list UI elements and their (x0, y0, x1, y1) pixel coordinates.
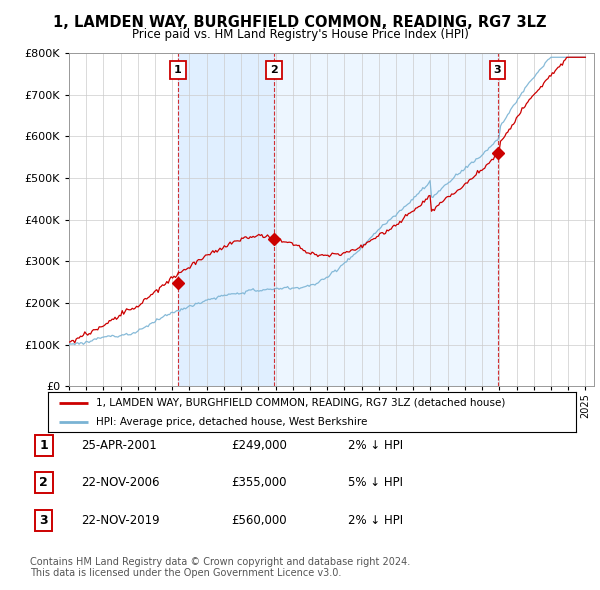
Text: £560,000: £560,000 (231, 514, 287, 527)
Text: 3: 3 (494, 65, 502, 75)
Text: 2% ↓ HPI: 2% ↓ HPI (348, 439, 403, 452)
Text: 5% ↓ HPI: 5% ↓ HPI (348, 476, 403, 489)
Bar (274, 53, 497, 386)
Text: 1, LAMDEN WAY, BURGHFIELD COMMON, READING, RG7 3LZ (detached house): 1, LAMDEN WAY, BURGHFIELD COMMON, READIN… (95, 398, 505, 408)
Text: 1: 1 (40, 439, 48, 452)
Text: 3: 3 (40, 514, 48, 527)
Text: 2: 2 (270, 65, 278, 75)
Text: Price paid vs. HM Land Registry's House Price Index (HPI): Price paid vs. HM Land Registry's House … (131, 28, 469, 41)
Text: 1, LAMDEN WAY, BURGHFIELD COMMON, READING, RG7 3LZ: 1, LAMDEN WAY, BURGHFIELD COMMON, READIN… (53, 15, 547, 30)
Text: HPI: Average price, detached house, West Berkshire: HPI: Average price, detached house, West… (95, 417, 367, 427)
Text: 1: 1 (174, 65, 182, 75)
Text: 25-APR-2001: 25-APR-2001 (81, 439, 157, 452)
Text: £249,000: £249,000 (231, 439, 287, 452)
Text: Contains HM Land Registry data © Crown copyright and database right 2024.
This d: Contains HM Land Registry data © Crown c… (30, 557, 410, 578)
Text: 22-NOV-2019: 22-NOV-2019 (81, 514, 160, 527)
Text: £355,000: £355,000 (231, 476, 287, 489)
Text: 22-NOV-2006: 22-NOV-2006 (81, 476, 160, 489)
Text: 2% ↓ HPI: 2% ↓ HPI (348, 514, 403, 527)
Bar (178, 53, 274, 386)
Text: 2: 2 (40, 476, 48, 489)
